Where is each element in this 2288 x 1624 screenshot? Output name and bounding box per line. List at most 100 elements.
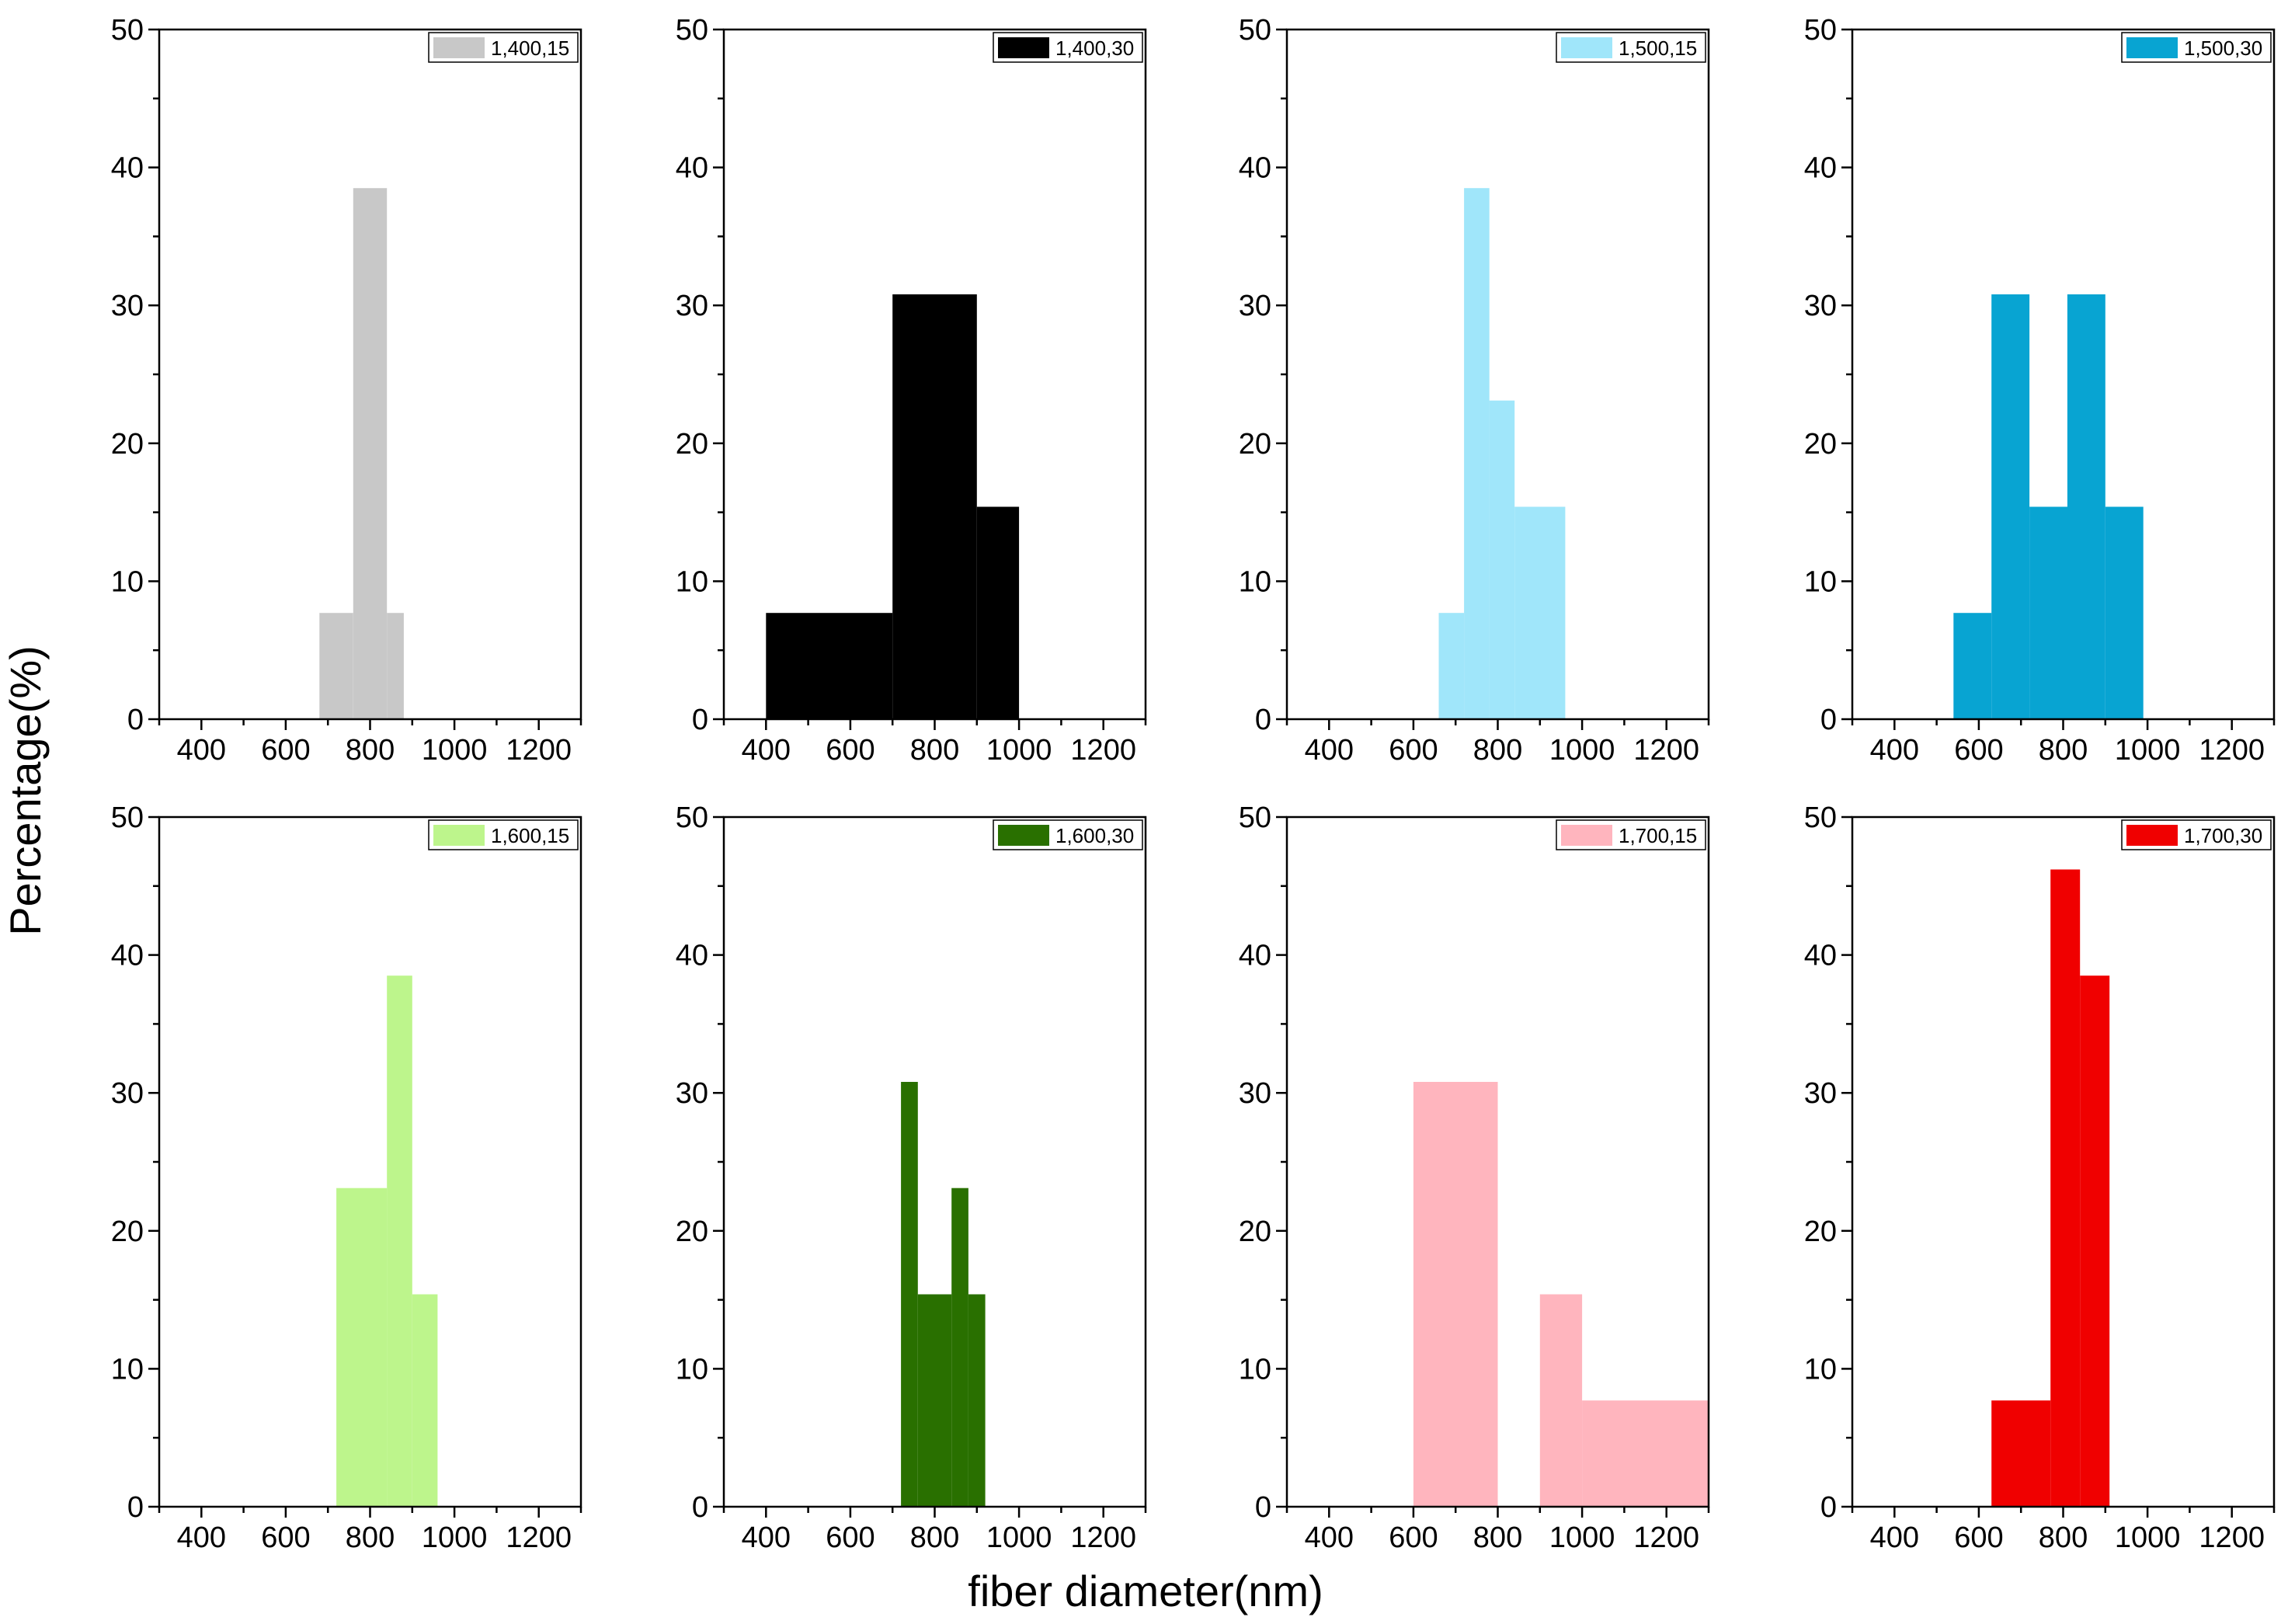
x-tick-label: 800: [910, 734, 959, 767]
histogram-bar: [976, 506, 1020, 719]
x-tick-label: 1000: [1549, 1521, 1615, 1554]
x-tick-label: 600: [1954, 1521, 2003, 1554]
x-tick-label: 800: [346, 734, 395, 767]
x-tick-label: 1200: [1070, 1521, 1136, 1554]
legend-label: 1,600,15: [491, 824, 569, 847]
x-tick-label: 1000: [422, 734, 488, 767]
legend-swatch: [2126, 825, 2178, 846]
chart-panel-5: 0 10 20 30 40 50 400 600 800 1000 1200 1,600,15: [111, 802, 582, 1554]
histogram-bar: [968, 1294, 986, 1507]
x-tick-label: 400: [177, 734, 226, 767]
x-tick-label: 1200: [506, 734, 572, 767]
x-tick-label: 1000: [986, 1521, 1052, 1554]
histogram-bar: [1582, 1400, 1709, 1507]
x-tick-label: 400: [742, 734, 791, 767]
histogram-bar: [319, 613, 353, 719]
legend-swatch: [998, 825, 1049, 846]
y-tick-label: 10: [1804, 565, 1837, 598]
legend-swatch: [998, 37, 1049, 58]
histogram-bar: [917, 1294, 952, 1507]
x-tick-label: 1200: [1633, 734, 1699, 767]
x-tick-label: 1200: [2199, 734, 2265, 767]
histogram-bar: [2067, 294, 2105, 719]
legend-swatch: [1561, 825, 1612, 846]
y-tick-label: 0: [1820, 1491, 1837, 1524]
legend-label: 1,700,30: [2184, 824, 2262, 847]
chart-panel-7: 0 10 20 30 40 50 400 600 800 1000 1200 1,700,15: [1239, 802, 1710, 1554]
x-tick-label: 800: [910, 1521, 959, 1554]
chart-panel-8: 0 10 20 30 40 50 400 600 800 1000 1200 1,700,30: [1804, 802, 2276, 1554]
x-tick-label: 600: [1389, 1521, 1438, 1554]
y-tick-label: 0: [692, 1491, 708, 1524]
legend-swatch: [433, 825, 485, 846]
y-tick-label: 30: [676, 1077, 708, 1110]
y-tick-label: 20: [111, 428, 144, 461]
y-tick-label: 0: [127, 704, 144, 736]
histogram-bar: [2029, 506, 2067, 719]
y-tick-label: 10: [111, 1353, 144, 1386]
histogram-bar: [892, 294, 977, 719]
y-tick-label: 50: [111, 802, 144, 834]
y-tick-label: 0: [1255, 1491, 1271, 1524]
y-tick-label: 0: [692, 704, 708, 736]
y-tick-label: 50: [1239, 14, 1271, 47]
histogram-bar: [951, 1188, 968, 1507]
legend-label: 1,500,30: [2184, 37, 2262, 60]
histogram-bar: [387, 975, 412, 1507]
histogram-bar: [1413, 1082, 1498, 1507]
y-tick-label: 50: [1804, 14, 1837, 47]
histogram-bar: [1953, 613, 1992, 719]
y-tick-label: 30: [676, 290, 708, 322]
x-tick-label: 1000: [986, 734, 1052, 767]
x-tick-label: 1200: [2199, 1521, 2265, 1554]
histogram-bar: [2105, 506, 2144, 719]
x-tick-label: 800: [1473, 734, 1522, 767]
histogram-bar: [2080, 975, 2110, 1507]
legend-label: 1,400,15: [491, 37, 569, 60]
y-tick-label: 40: [1239, 152, 1271, 185]
histogram-bar: [1991, 294, 2030, 719]
legend-swatch: [1561, 37, 1612, 58]
histogram-bar: [1464, 188, 1490, 719]
x-tick-label: 800: [2039, 1521, 2088, 1554]
legend-label: 1,500,15: [1619, 37, 1697, 60]
x-tick-label: 1000: [1549, 734, 1615, 767]
y-tick-label: 20: [1239, 1215, 1271, 1248]
y-tick-label: 50: [1239, 802, 1271, 834]
legend-label: 1,400,30: [1055, 37, 1134, 60]
y-tick-label: 0: [1255, 704, 1271, 736]
histogram-bar: [901, 1082, 918, 1507]
y-tick-label: 30: [111, 290, 144, 322]
y-tick-label: 40: [111, 152, 144, 185]
y-tick-label: 0: [1820, 704, 1837, 736]
legend-label: 1,700,15: [1619, 824, 1697, 847]
histogram-bar: [1438, 613, 1465, 719]
histogram-bar: [353, 188, 388, 719]
y-tick-label: 50: [1804, 802, 1837, 834]
y-tick-label: 10: [1239, 565, 1271, 598]
histogram-bar: [387, 613, 404, 719]
legend-label: 1,600,30: [1055, 824, 1134, 847]
y-tick-label: 10: [676, 565, 708, 598]
y-tick-label: 0: [127, 1491, 144, 1524]
x-tick-label: 800: [1473, 1521, 1522, 1554]
legend-swatch: [433, 37, 485, 58]
y-tick-label: 10: [111, 565, 144, 598]
chart-panel-6: 0 10 20 30 40 50 400 600 800 1000 1200 1,600,30: [676, 802, 1147, 1554]
x-tick-label: 1200: [1633, 1521, 1699, 1554]
y-tick-label: 10: [676, 1353, 708, 1386]
x-tick-label: 1000: [2115, 734, 2181, 767]
histogram-bar: [1539, 1294, 1583, 1507]
y-tick-label: 30: [111, 1077, 144, 1110]
y-tick-label: 40: [676, 940, 708, 972]
x-tick-label: 800: [2039, 734, 2088, 767]
histogram-bar: [1489, 400, 1515, 719]
y-tick-label: 20: [1804, 428, 1837, 461]
x-tick-label: 400: [1870, 734, 1919, 767]
y-tick-label: 40: [1804, 940, 1837, 972]
y-tick-label: 30: [1804, 1077, 1837, 1110]
y-tick-label: 30: [1804, 290, 1837, 322]
histogram-bar: [336, 1188, 388, 1507]
